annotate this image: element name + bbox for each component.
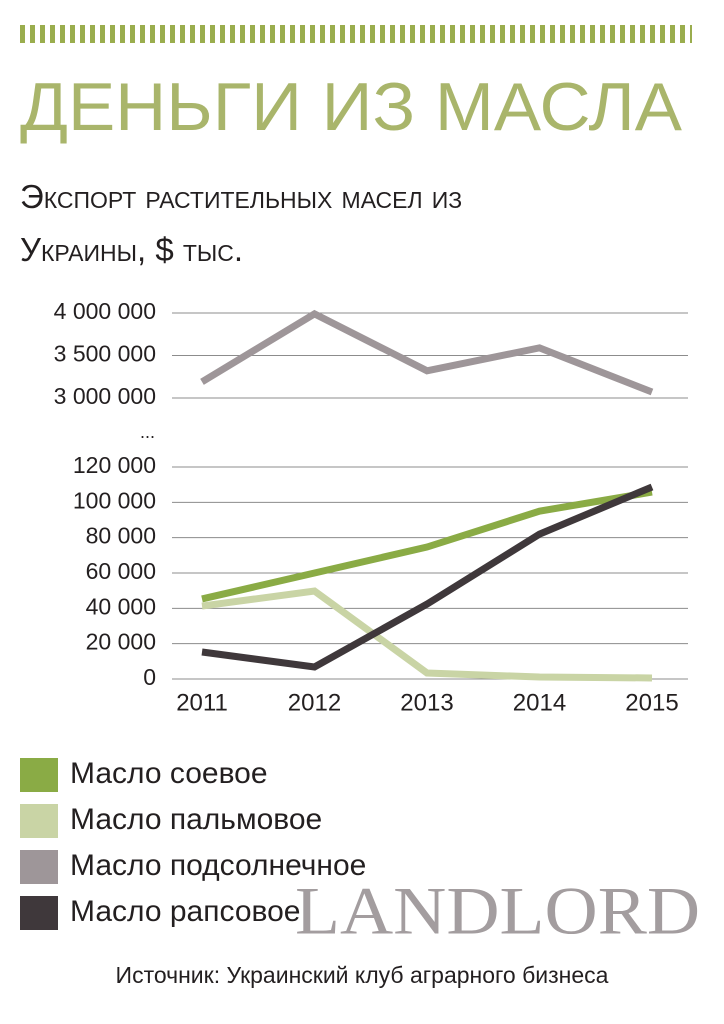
x-tick-label: 2015 [625,689,678,716]
data-line [201,488,653,603]
header-stripe [20,25,692,43]
x-tick-label: 2012 [288,689,341,716]
y-tick-label: 3 000 000 [54,383,156,409]
x-tick-label: 2011 [176,689,228,716]
data-line [200,309,654,396]
legend-swatch [20,758,58,792]
y-tick-label: 20 000 [86,629,156,655]
legend-label: Масло пальмовое [70,803,322,836]
y-tick-label: 3 500 000 [54,341,156,367]
legend-label: Масло соевое [70,757,268,790]
y-tick-label: 4 000 000 [54,298,156,324]
y-tick-label: 120 000 [73,452,156,478]
x-tick-label: 2014 [513,689,566,716]
source: Источник: Украинский клуб аграрного бизн… [116,962,609,988]
x-tick-label: 2013 [400,689,453,716]
data-line [201,483,654,671]
legend-swatch [20,804,58,838]
y-tick-label: 80 000 [86,523,156,549]
legend-label: Масло подсолнечное [70,849,366,882]
axis-break: ... [140,422,155,442]
legend-label: Масло рапсовое [70,895,300,928]
y-tick-label: 100 000 [73,487,156,513]
legend-swatch [20,896,58,930]
legend-swatch [20,850,58,884]
y-tick-label: 60 000 [86,558,156,584]
data-line [201,587,653,682]
title: ДЕНЬГИ ИЗ МАСЛА [20,69,683,145]
watermark: LANDLORD [295,873,700,949]
subtitle: Экспорт растительных масел из Украины, $… [20,178,463,268]
y-tick-label: 0 [143,664,156,690]
y-tick-label: 40 000 [86,593,156,619]
